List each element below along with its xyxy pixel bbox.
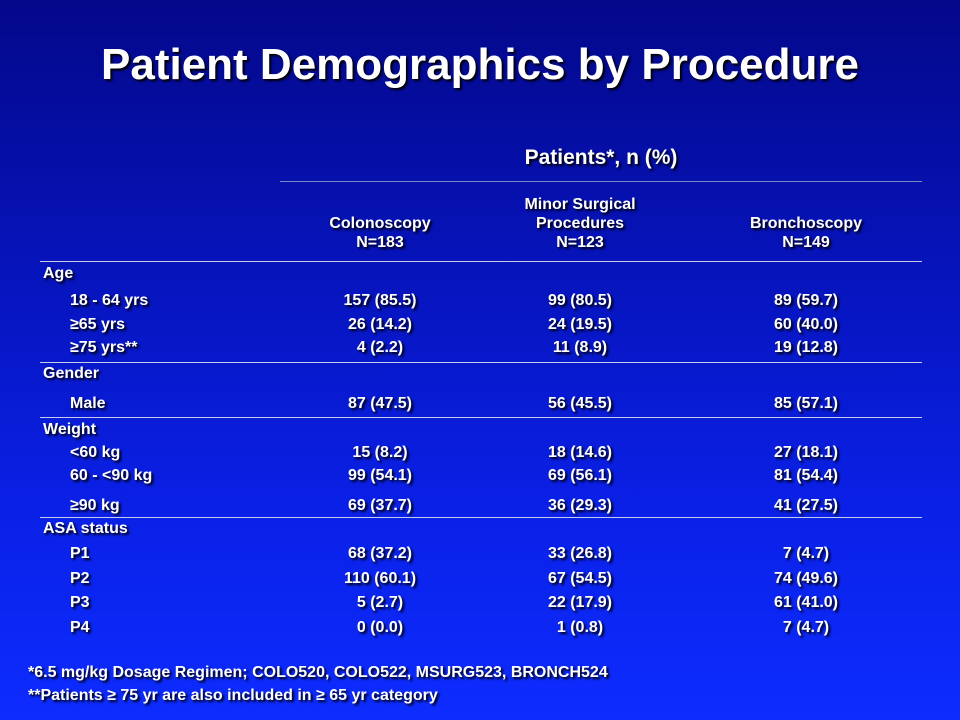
row-label: P3 bbox=[70, 594, 90, 611]
table-group-header: Patients*, n (%) bbox=[524, 146, 678, 169]
cell-minor-surgical: 99 (80.5) bbox=[547, 292, 613, 309]
cell-minor-surgical: 11 (8.9) bbox=[552, 339, 608, 356]
section-divider bbox=[40, 417, 922, 418]
column-n: N=123 bbox=[556, 234, 604, 251]
cell-colonoscopy: 0 (0.0) bbox=[356, 619, 404, 636]
cell-colonoscopy: 69 (37.7) bbox=[347, 497, 413, 514]
cell-bronchoscopy: 81 (54.4) bbox=[773, 467, 839, 484]
cell-minor-surgical: 69 (56.1) bbox=[547, 467, 613, 484]
row-label: ≥75 yrs** bbox=[70, 339, 138, 356]
row-label: ≥65 yrs bbox=[70, 316, 126, 333]
cell-bronchoscopy: 41 (27.5) bbox=[773, 497, 839, 514]
cell-minor-surgical: 33 (26.8) bbox=[547, 545, 613, 562]
column-name: Minor Surgical Procedures bbox=[524, 196, 636, 232]
section-divider bbox=[40, 517, 922, 518]
cell-bronchoscopy: 19 (12.8) bbox=[773, 339, 839, 356]
footnote-age-category: **Patients ≥ 75 yr are also included in … bbox=[28, 687, 438, 704]
cell-bronchoscopy: 7 (4.7) bbox=[782, 619, 830, 636]
slide-title: Patient Demographics by Procedure bbox=[101, 40, 859, 89]
cell-minor-surgical: 56 (45.5) bbox=[547, 395, 613, 412]
section-label-age: Age bbox=[43, 265, 74, 282]
row-label: P2 bbox=[70, 570, 90, 587]
cell-colonoscopy: 68 (37.2) bbox=[347, 545, 413, 562]
cell-colonoscopy: 15 (8.2) bbox=[352, 444, 408, 461]
row-label: P1 bbox=[70, 545, 90, 562]
cell-colonoscopy: 4 (2.2) bbox=[356, 339, 404, 356]
cell-minor-surgical: 24 (19.5) bbox=[547, 316, 613, 333]
column-header-colonoscopy: Colonoscopy N=183 bbox=[300, 214, 460, 252]
section-label-asa-status: ASA status bbox=[43, 520, 128, 537]
cell-bronchoscopy: 7 (4.7) bbox=[782, 545, 830, 562]
cell-minor-surgical: 22 (17.9) bbox=[547, 594, 613, 611]
column-header-minor-surgical: Minor Surgical Procedures N=123 bbox=[490, 195, 670, 252]
column-n: N=183 bbox=[356, 234, 404, 251]
row-label: P4 bbox=[70, 619, 90, 636]
section-divider bbox=[40, 362, 922, 363]
cell-colonoscopy: 5 (2.7) bbox=[356, 594, 404, 611]
cell-colonoscopy: 99 (54.1) bbox=[347, 467, 413, 484]
row-label: <60 kg bbox=[70, 444, 121, 461]
cell-bronchoscopy: 89 (59.7) bbox=[773, 292, 839, 309]
cell-bronchoscopy: 74 (49.6) bbox=[773, 570, 839, 587]
group-header-divider bbox=[280, 181, 922, 182]
header-divider bbox=[40, 261, 922, 262]
row-label: ≥90 kg bbox=[70, 497, 120, 514]
row-label: Male bbox=[70, 395, 106, 412]
section-label-weight: Weight bbox=[43, 421, 97, 438]
column-n: N=149 bbox=[782, 234, 830, 251]
footnote-dosage: *6.5 mg/kg Dosage Regimen; COLO520, COLO… bbox=[28, 664, 608, 681]
cell-bronchoscopy: 27 (18.1) bbox=[773, 444, 839, 461]
column-name: Colonoscopy bbox=[329, 215, 431, 232]
column-header-bronchoscopy: Bronchoscopy N=149 bbox=[726, 214, 886, 252]
cell-bronchoscopy: 61 (41.0) bbox=[773, 594, 839, 611]
cell-colonoscopy: 110 (60.1) bbox=[343, 570, 417, 587]
cell-colonoscopy: 26 (14.2) bbox=[347, 316, 413, 333]
section-label-gender: Gender bbox=[43, 365, 100, 382]
row-label: 60 - <90 kg bbox=[70, 467, 153, 484]
column-name: Bronchoscopy bbox=[749, 215, 862, 232]
cell-minor-surgical: 1 (0.8) bbox=[556, 619, 604, 636]
cell-bronchoscopy: 85 (57.1) bbox=[773, 395, 839, 412]
cell-colonoscopy: 157 (85.5) bbox=[343, 292, 417, 309]
cell-minor-surgical: 67 (54.5) bbox=[547, 570, 613, 587]
cell-bronchoscopy: 60 (40.0) bbox=[773, 316, 839, 333]
cell-minor-surgical: 36 (29.3) bbox=[547, 497, 613, 514]
cell-colonoscopy: 87 (47.5) bbox=[347, 395, 413, 412]
cell-minor-surgical: 18 (14.6) bbox=[547, 444, 613, 461]
row-label: 18 - 64 yrs bbox=[70, 292, 149, 309]
